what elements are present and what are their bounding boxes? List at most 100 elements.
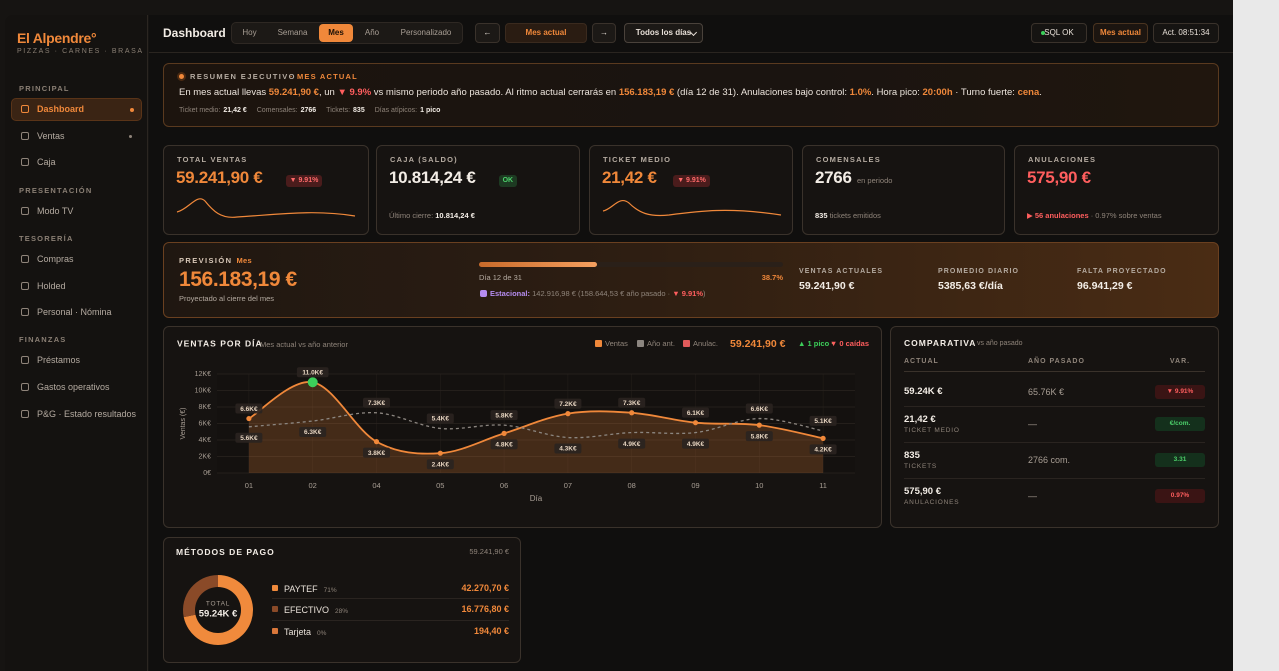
summary-dot (179, 74, 184, 79)
payment-share: 71% (323, 587, 337, 594)
legend-swatch (595, 340, 602, 347)
payment-name-line: Tarjeta 0% (284, 624, 434, 638)
button[interactable]: Mes actual (1100, 28, 1141, 37)
nav-item[interactable]: Dashboard (37, 104, 85, 114)
section-title: TESORERÍA (19, 233, 74, 243)
area (248, 381, 824, 473)
kpi-badge: OK (498, 175, 518, 187)
data-label-bg (682, 407, 709, 418)
legend-swatch (637, 340, 644, 347)
payment-share: 0% (317, 630, 327, 637)
data-label: 2.4K€ (432, 461, 450, 468)
y-tick-label: 6K€ (199, 420, 212, 427)
meta-label: Tickets: (326, 107, 351, 114)
donut-hole (195, 587, 241, 633)
x-tick-label: 07 (564, 481, 572, 490)
point (246, 415, 252, 422)
payment-name-line: EFECTIVO 28% (284, 602, 434, 616)
nav-icon (21, 308, 29, 317)
point (373, 439, 380, 445)
data-label-bg (554, 443, 582, 454)
data-label-bg (363, 447, 390, 458)
summary-meta: Ticket medio: 21,42 € Comensales: 2766 Ticke… (179, 104, 579, 118)
nav-item[interactable]: Ventas (37, 130, 65, 141)
payment-name: PAYTEF (284, 584, 318, 594)
kpi-label: TICKET MEDIO (603, 155, 672, 164)
data-label-bg (618, 397, 646, 408)
tagline: PIZZAS · CARNES · BRASA (17, 48, 144, 55)
nav-item[interactable]: Holded (37, 280, 66, 291)
y-tick-label: 4K€ (199, 437, 212, 444)
kpi-label: ANULACIONES (1028, 155, 1097, 164)
nav-item[interactable]: Caja (37, 157, 56, 168)
tab[interactable]: Mes (328, 28, 344, 37)
x-tick-label: 06 (500, 481, 508, 490)
nav-item[interactable]: Personal · Nómina (37, 307, 112, 318)
nav-item[interactable]: Modo TV (37, 205, 74, 216)
nav-active-dot (130, 108, 134, 112)
tab[interactable]: Hoy (242, 28, 257, 37)
point (437, 450, 443, 456)
y-tick-label: 8K€ (199, 404, 212, 411)
tab[interactable]: Personalizado (400, 28, 452, 37)
nav-item[interactable]: Compras (37, 253, 74, 264)
nav-item[interactable]: P&G · Estado resultados (37, 408, 137, 419)
data-label-bg (809, 415, 837, 426)
progress-bar (479, 262, 597, 267)
kpi-foot: Último cierre: 10.814,24 € (389, 209, 475, 223)
chart-total: 59.241,90 € (730, 338, 786, 350)
text-segment: cena (1017, 87, 1040, 98)
meta-value: 1 pico (420, 107, 441, 114)
kpi-value: 59.241,90 € (176, 168, 263, 187)
point (501, 430, 507, 436)
data-label: 7.2K€ (559, 401, 577, 408)
comparison-variation: 0.97% (1155, 489, 1205, 503)
forecast-stat-value: 5385,63 €/día (938, 280, 1003, 292)
kpi-foot: ▶ 56 anulaciones · 0.97% sobre ventas (1027, 209, 1162, 223)
tab[interactable]: Año (364, 28, 380, 37)
summary-card (163, 63, 1219, 127)
button[interactable]: Act. 08:51:34 (1162, 28, 1210, 37)
data-label-bg (745, 403, 773, 414)
chart-subtitle: Mes actual vs año anterior (260, 340, 348, 349)
summary-label: RESUMEN EJECUTIVO (190, 72, 296, 81)
nav-icon (21, 158, 29, 167)
comparison-caption: TICKETS (904, 463, 938, 470)
comparison-variation: ▼ 9.91% (1155, 385, 1205, 399)
data-label: 7.3K€ (623, 400, 641, 407)
button[interactable]: Todos los días (635, 28, 692, 37)
x-tick-label: 11 (819, 481, 827, 490)
tab[interactable]: Semana (277, 28, 308, 37)
kpi-label: COMENSALES (816, 155, 881, 164)
button[interactable]: ← (483, 28, 492, 37)
progress-value: 38.7% (761, 273, 783, 282)
sparkline (176, 198, 356, 218)
data-label-bg (490, 439, 518, 450)
brand: El Alpendre° (17, 30, 97, 46)
button[interactable]: SQL OK (1044, 28, 1074, 37)
nav-icon (21, 356, 29, 365)
point (692, 420, 699, 426)
payment-name: EFECTIVO (284, 605, 330, 615)
button[interactable]: → (600, 28, 608, 37)
payment-swatch (272, 585, 278, 591)
nav-item[interactable]: Gastos operativos (37, 382, 110, 393)
donut-center-label: TOTAL (206, 601, 230, 608)
forecast-stat-label: FALTA PROYECTADO (1077, 268, 1167, 275)
legend-swatch (683, 340, 690, 347)
nav-item[interactable]: Préstamos (37, 355, 81, 366)
kpi-foot: 835 tickets emitidos (815, 209, 881, 223)
data-label-bg (235, 403, 263, 414)
button[interactable]: Mes actual (525, 28, 567, 37)
legend-label: Año ant. (647, 339, 675, 348)
kpi-label: TOTAL VENTAS (177, 155, 248, 164)
section-title: FINANZAS (19, 335, 67, 345)
data-label-bg (809, 444, 837, 455)
forecast-label: PREVISIÓN Mes (179, 254, 379, 268)
data-label: 5.1K€ (814, 418, 832, 425)
forecast-stat-value: 59.241,90 € (799, 280, 855, 292)
comparison-variation: €/com. (1155, 417, 1205, 431)
data-label: 11.0K€ (302, 369, 323, 376)
